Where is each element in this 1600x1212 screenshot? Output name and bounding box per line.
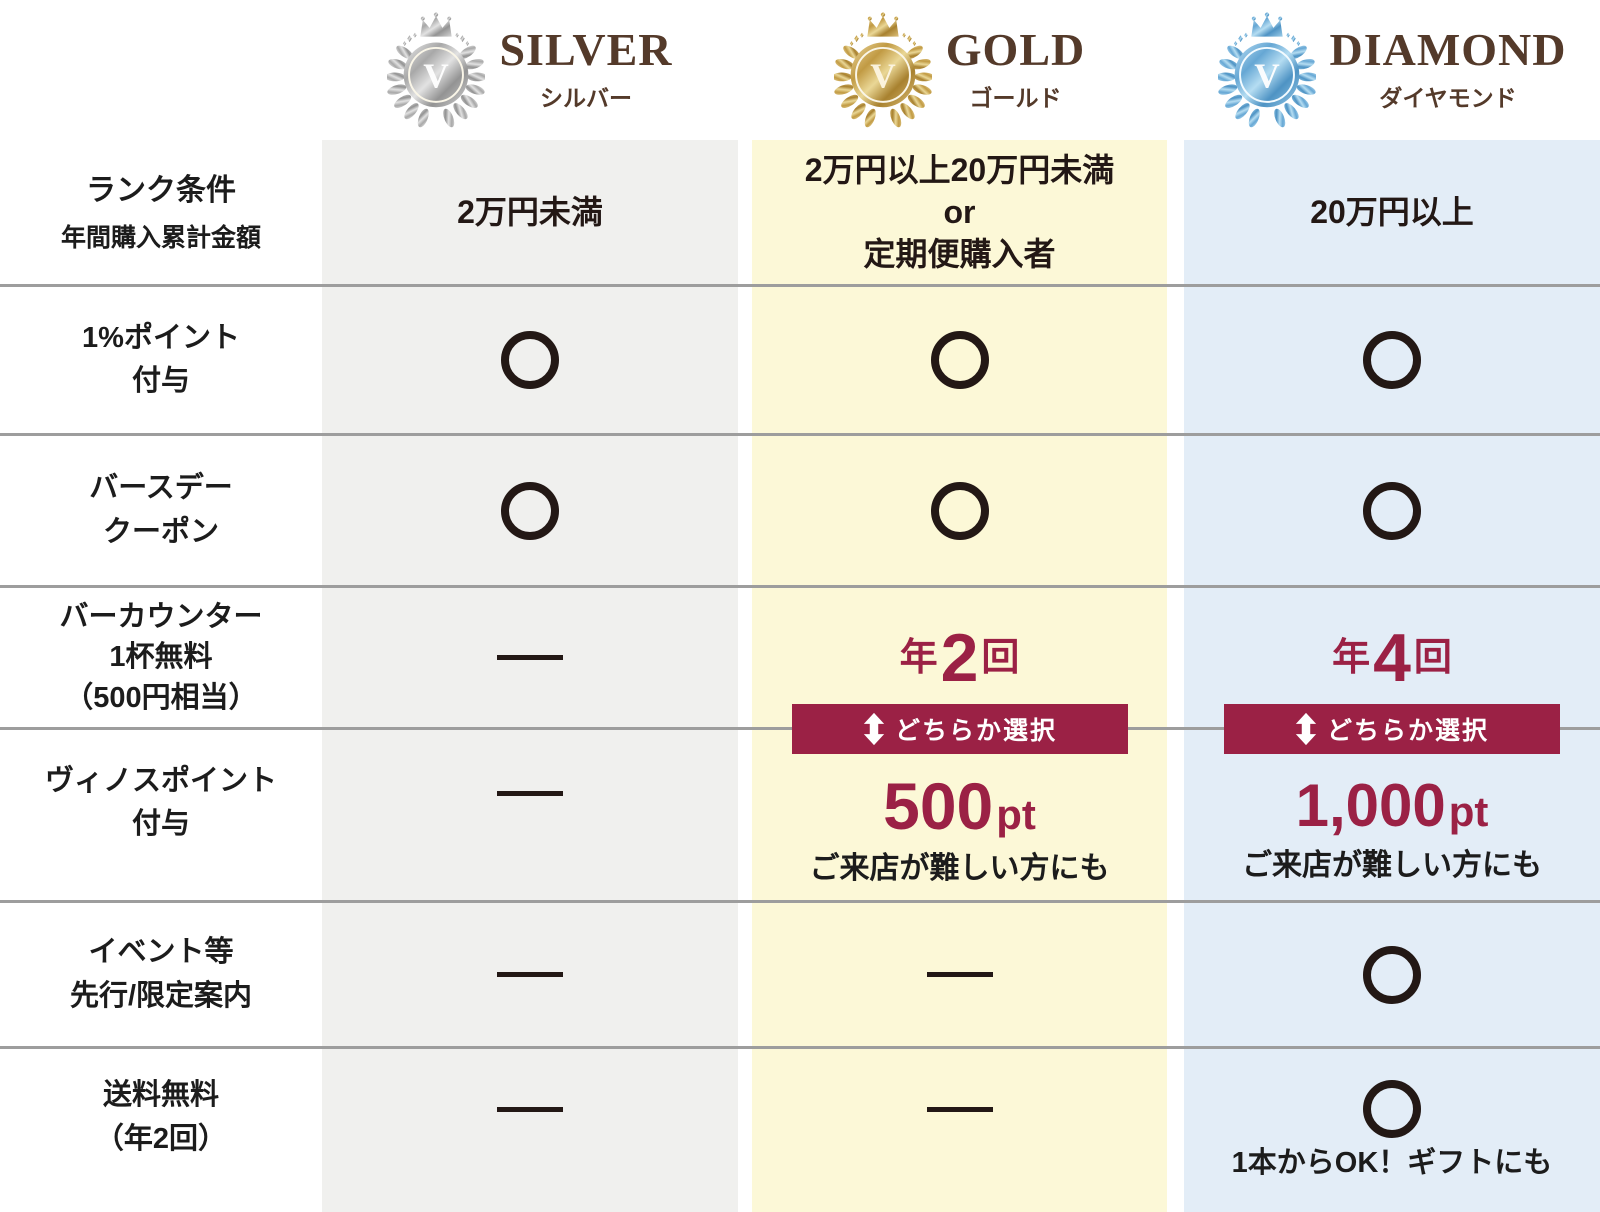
silver-column-background <box>322 140 738 1212</box>
dash-mark <box>497 790 563 796</box>
cell-birthday-silver <box>322 436 738 585</box>
gold-column-background <box>752 140 1167 1212</box>
tier-name-silver: SILVER <box>499 24 673 75</box>
diamond-column-background <box>1184 140 1600 1212</box>
cell-1pct-gold <box>752 287 1167 433</box>
rank-silver-value: 2万円未満 <box>457 193 603 230</box>
cell-shipping-diamond: 1本からOK！ギフトにも <box>1184 1049 1600 1212</box>
up-down-arrow-icon <box>863 712 885 746</box>
row-label-birthday-coupon: バースデー クーポン <box>89 472 233 548</box>
tier-name-diamond-ja: ダイヤモンド <box>1379 85 1517 111</box>
tier-header-silver: V SILVER シルバー <box>322 0 738 140</box>
row-label-sub: 年間購入累計金額 <box>60 223 261 252</box>
tier-header-gold: V GOLD ゴールド <box>752 0 1167 140</box>
cell-events-silver <box>322 903 738 1046</box>
row-label-main: ランク条件 <box>86 173 236 207</box>
gold-medal-icon: V <box>833 12 932 128</box>
cell-shipping-gold <box>752 1049 1167 1212</box>
silver-medal-icon: V <box>387 12 486 128</box>
vinos-diamond-note: ご来店が難しい方にも <box>1242 849 1542 882</box>
medal-letter: V <box>870 57 896 96</box>
up-down-arrow-icon <box>1295 712 1317 746</box>
row-divider <box>0 900 1600 903</box>
tier-name-silver-ja: シルバー <box>539 85 632 111</box>
choice-badge-diamond: どちらか選択 <box>1224 704 1560 754</box>
cell-vinos-diamond: 1,000 pt ご来店が難しい方にも <box>1184 730 1600 900</box>
cell-vinos-silver <box>322 730 738 900</box>
cell-rank-gold: 2万円以上20万円未満 or 定期便購入者 <box>752 140 1167 284</box>
dash-mark <box>926 1107 993 1112</box>
circle-mark <box>930 331 989 389</box>
cell-1pct-silver <box>322 287 738 433</box>
tier-name-diamond: DIAMOND <box>1329 24 1567 75</box>
circle-mark <box>1363 481 1421 540</box>
cell-events-gold <box>752 903 1167 1046</box>
row-label-1pct-points: 1%ポイント 付与 <box>82 321 240 398</box>
medal-letter: V <box>1254 57 1280 96</box>
tier-header-diamond: V DIAMOND ダイヤモンド <box>1184 0 1600 140</box>
dash-mark <box>497 1107 563 1112</box>
vinos-gold-note: ご来店が難しい方にも <box>809 852 1110 885</box>
tier-name-gold: GOLD <box>945 24 1086 75</box>
shipping-diamond-note: 1本からOK！ギフトにも <box>1231 1147 1553 1180</box>
circle-mark <box>501 481 559 540</box>
diamond-medal-icon: V <box>1217 12 1316 128</box>
cell-vinos-gold: 500 pt ご来店が難しい方にも <box>752 730 1167 900</box>
cell-birthday-diamond <box>1184 436 1600 585</box>
choice-badge-gold: どちらか選択 <box>792 704 1128 754</box>
row-label-free-shipping: 送料無料 （年2回） <box>94 1079 228 1155</box>
medal-letter: V <box>424 57 450 96</box>
row-divider <box>0 433 1600 436</box>
row-label-bar-counter: バーカウンター 1杯無料 （500円相当） <box>59 600 263 714</box>
cell-birthday-gold <box>752 436 1167 585</box>
row-divider <box>0 284 1600 287</box>
cell-bar-silver <box>322 588 738 727</box>
circle-mark <box>1363 1080 1421 1139</box>
row-label-events: イベント等 先行/限定案内 <box>69 936 253 1012</box>
dash-mark <box>497 972 563 977</box>
rank-diamond-value: 20万円以上 <box>1310 193 1474 230</box>
row-divider <box>0 585 1600 588</box>
circle-mark <box>930 481 989 540</box>
cell-shipping-silver <box>322 1049 738 1212</box>
circle-mark <box>1363 331 1421 389</box>
cell-1pct-diamond <box>1184 287 1600 433</box>
cell-events-diamond <box>1184 903 1600 1046</box>
tier-name-gold-ja: ゴールド <box>969 85 1062 111</box>
cell-rank-diamond: 20万円以上 <box>1184 140 1600 284</box>
row-divider <box>0 1046 1600 1049</box>
cell-rank-silver: 2万円未満 <box>322 140 738 284</box>
rank-gold-value: 2万円以上20万円未満 or 定期便購入者 <box>804 151 1115 273</box>
dash-mark <box>497 655 563 660</box>
row-label-rank-conditions: ランク条件 年間購入累計金額 <box>0 140 322 284</box>
row-label-vinos-points: ヴィノスポイント 付与 <box>44 764 277 841</box>
dash-mark <box>926 972 993 977</box>
circle-mark <box>501 331 559 389</box>
vinos-gold-value: 500 pt <box>883 769 1036 843</box>
vinos-diamond-value: 1,000 pt <box>1295 772 1489 839</box>
circle-mark <box>1363 945 1421 1004</box>
